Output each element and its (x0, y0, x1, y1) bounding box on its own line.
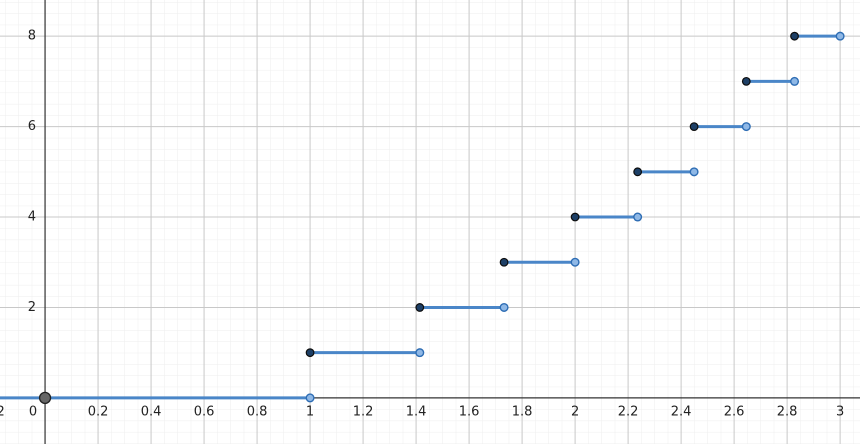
open-end-point (305, 393, 315, 403)
closed-start-point (305, 348, 315, 358)
y-tick-label: 2 (28, 300, 36, 315)
x-tick-label: 1 (306, 404, 314, 419)
x-tick-label: 1.2 (353, 404, 374, 419)
open-end-point (689, 167, 699, 177)
closed-start-point (689, 122, 699, 131)
x-tick-label: 0.4 (141, 404, 162, 419)
y-tick-label: 8 (28, 29, 36, 44)
x-tick-label: 0 (29, 404, 37, 419)
x-tick-label: -0.2 (0, 404, 5, 419)
x-tick-label: 2.4 (671, 404, 692, 419)
closed-start-point (633, 167, 643, 177)
open-end-point (790, 76, 800, 86)
y-tick-label: 6 (28, 119, 36, 134)
open-end-point (633, 212, 643, 222)
open-end-point (415, 348, 425, 358)
closed-start-point (415, 303, 425, 312)
open-end-point (499, 302, 509, 312)
x-tick-label: 1.8 (512, 404, 533, 419)
x-tick-label: 2.6 (724, 404, 745, 419)
open-end-point (741, 122, 751, 132)
open-end-point (570, 257, 580, 267)
x-tick-label: 1.4 (406, 404, 427, 419)
closed-start-point (790, 31, 799, 41)
closed-start-point (741, 76, 751, 86)
x-tick-label: 2.2 (618, 404, 639, 419)
x-tick-label: 1.6 (459, 404, 480, 419)
closed-start-point (570, 212, 580, 222)
x-tick-label: 0.2 (88, 404, 109, 419)
closed-start-point (499, 257, 509, 267)
x-tick-label: 3 (836, 404, 844, 419)
open-end-point (835, 31, 845, 41)
x-tick-label: 0.8 (247, 404, 268, 419)
x-tick-label: 2 (571, 404, 579, 419)
x-tick-label: 0.6 (194, 404, 215, 419)
x-tick-label: 2.8 (777, 404, 798, 419)
y-tick-label: 4 (28, 210, 36, 225)
origin-point (38, 391, 52, 405)
